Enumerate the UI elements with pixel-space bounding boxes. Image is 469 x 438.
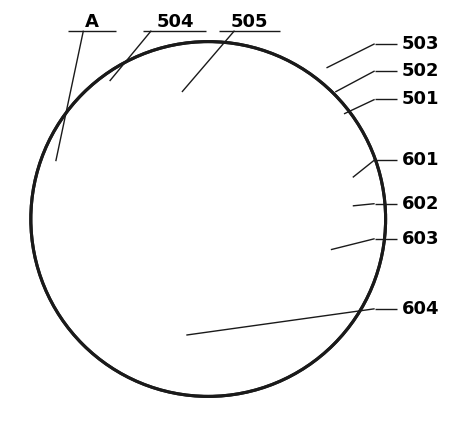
Polygon shape <box>134 53 204 123</box>
Bar <box>80 222 97 230</box>
Text: 603: 603 <box>402 230 439 248</box>
Text: 503: 503 <box>402 35 439 53</box>
Bar <box>66 177 364 199</box>
Text: 604: 604 <box>402 300 439 318</box>
Bar <box>101 244 364 268</box>
Bar <box>55 103 81 331</box>
Bar <box>39 339 83 353</box>
Bar <box>80 196 97 226</box>
Bar <box>52 369 72 381</box>
Text: 602: 602 <box>402 194 439 213</box>
Text: 502: 502 <box>402 62 439 80</box>
Polygon shape <box>66 263 375 307</box>
Text: A: A <box>85 13 99 31</box>
Ellipse shape <box>357 244 371 268</box>
Polygon shape <box>66 250 375 298</box>
PathPatch shape <box>15 0 454 438</box>
Text: 501: 501 <box>402 90 439 109</box>
Bar <box>39 328 83 339</box>
Polygon shape <box>85 57 151 123</box>
Bar <box>48 352 75 370</box>
Text: 601: 601 <box>402 151 439 169</box>
Bar <box>63 140 81 307</box>
Text: 504: 504 <box>157 13 194 31</box>
Bar <box>39 103 81 331</box>
Text: 505: 505 <box>231 13 269 31</box>
Bar <box>66 216 364 239</box>
Polygon shape <box>56 370 67 377</box>
Bar <box>39 103 55 331</box>
Circle shape <box>31 42 386 396</box>
